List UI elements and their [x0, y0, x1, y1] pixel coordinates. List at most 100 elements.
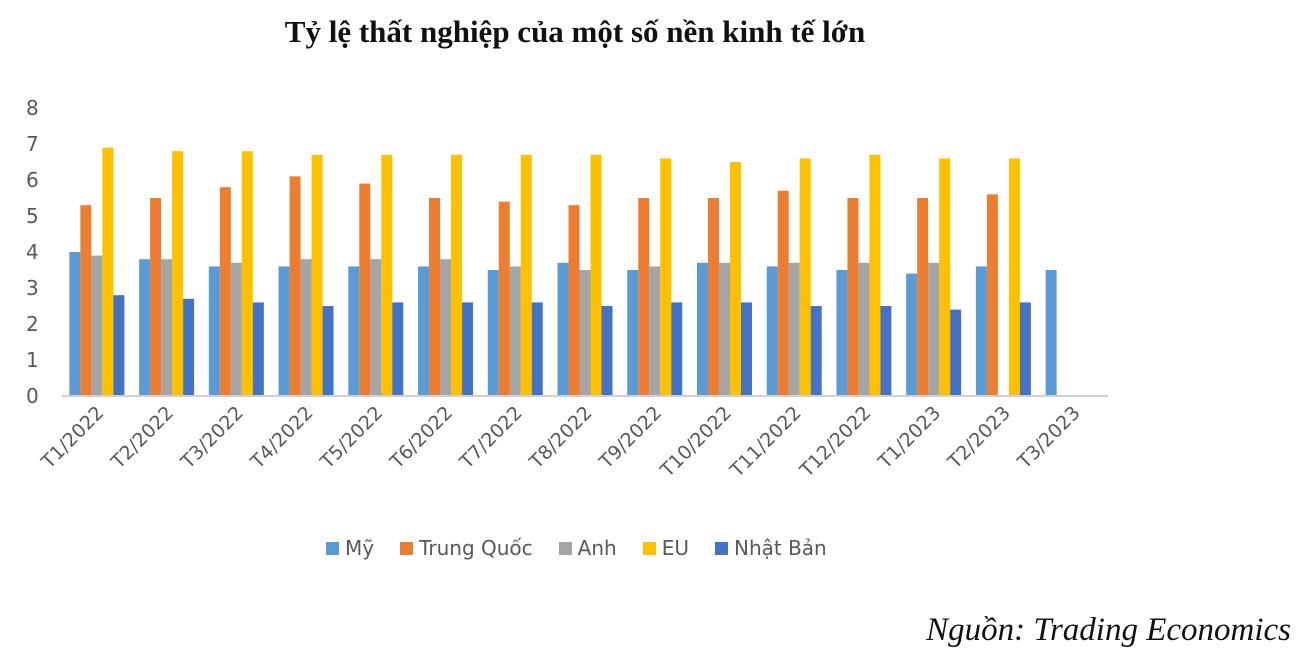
legend-item: Anh [558, 536, 617, 560]
x-tick-label: T1/2022 [37, 402, 109, 474]
bar [917, 198, 929, 396]
x-tick-label: T11/2022 [725, 402, 805, 482]
bar [509, 266, 521, 396]
y-tick-label: 2 [26, 312, 39, 336]
bar [847, 198, 859, 396]
legend-swatch [558, 541, 572, 555]
bar [568, 205, 580, 396]
bar [498, 201, 510, 396]
source-note: Nguồn: Trading Economics [926, 612, 1291, 648]
bar [418, 266, 430, 396]
bar [638, 198, 650, 396]
bar [172, 151, 184, 396]
legend: Mỹ Trung Quốc Anh EU Nhật Bản [326, 536, 827, 560]
chart-title: Tỷ lệ thất nghiệp của một số nền kinh tế… [284, 14, 866, 49]
bar [183, 298, 195, 396]
bar [928, 262, 940, 396]
y-tick-label: 8 [26, 96, 39, 120]
bars [69, 147, 1057, 396]
bar [740, 302, 752, 396]
bar [627, 270, 639, 396]
bar [557, 262, 569, 396]
legend-swatch [642, 541, 656, 555]
bar [102, 147, 114, 396]
y-tick-label: 0 [26, 384, 39, 408]
bar [462, 302, 474, 396]
y-tick-label: 4 [26, 240, 39, 264]
legend-swatch [714, 541, 728, 555]
bar [487, 270, 499, 396]
bar [348, 266, 360, 396]
bar [1008, 158, 1020, 396]
legend-label: EU [661, 536, 689, 560]
bar [161, 259, 173, 396]
x-tick-label: T9/2022 [595, 402, 667, 474]
bar [766, 266, 778, 396]
bar [219, 187, 231, 396]
bar [869, 154, 881, 396]
x-tick-label: T2/2022 [106, 402, 178, 474]
bar [975, 266, 987, 396]
bar [370, 259, 382, 396]
bar [311, 154, 323, 396]
bar [429, 198, 441, 396]
bar [579, 270, 591, 396]
legend-item: EU [642, 536, 689, 560]
bar [788, 262, 800, 396]
bar [230, 262, 242, 396]
bar [278, 266, 290, 396]
bar [858, 262, 870, 396]
bar [1045, 270, 1057, 396]
x-tick-label: T10/2022 [656, 402, 736, 482]
x-tick-label: T7/2022 [455, 402, 527, 474]
x-tick-label: T12/2022 [795, 402, 875, 482]
bar [696, 262, 708, 396]
bar [451, 154, 463, 396]
bar [241, 151, 253, 396]
bar [649, 266, 661, 396]
legend-label: Trung Quốc [419, 536, 533, 560]
x-tick-label: T8/2022 [525, 402, 597, 474]
legend-label: Anh [577, 536, 617, 560]
y-tick-label: 5 [26, 204, 39, 228]
bar [208, 266, 220, 396]
bar [392, 302, 404, 396]
bar [252, 302, 264, 396]
y-tick-label: 1 [26, 348, 39, 372]
bar [91, 255, 103, 396]
y-tick-label: 6 [26, 168, 39, 192]
x-tick-label: T4/2022 [246, 402, 318, 474]
x-tick-label: T6/2022 [385, 402, 457, 474]
bar [113, 295, 125, 396]
bar [289, 176, 301, 396]
bar [139, 259, 151, 396]
bar [69, 252, 81, 396]
bar [1019, 302, 1031, 396]
bar [359, 183, 371, 396]
bar [836, 270, 848, 396]
y-axis: 0 1 2 3 4 5 6 7 8 [26, 96, 39, 408]
bar [939, 158, 951, 396]
legend-item: Nhật Bản [714, 536, 827, 560]
x-tick-label: T1/2023 [873, 402, 945, 474]
bar [906, 273, 918, 396]
bar [381, 154, 393, 396]
bar [671, 302, 683, 396]
bar [718, 262, 730, 396]
bar [880, 306, 892, 396]
bar [150, 198, 162, 396]
bar [799, 158, 811, 396]
bar [300, 259, 312, 396]
legend-item: Mỹ [326, 536, 374, 560]
x-tick-label: T5/2022 [316, 402, 388, 474]
bar [810, 306, 822, 396]
bar [80, 205, 92, 396]
bar [590, 154, 602, 396]
legend-label: Mỹ [345, 536, 375, 560]
y-tick-label: 7 [26, 132, 39, 156]
bar [440, 259, 452, 396]
legend-item: Trung Quốc [400, 536, 533, 560]
x-axis: T1/2022T2/2022T3/2022T4/2022T5/2022T6/20… [37, 402, 1085, 482]
bar [950, 309, 962, 396]
x-tick-label: T3/2022 [176, 402, 248, 474]
